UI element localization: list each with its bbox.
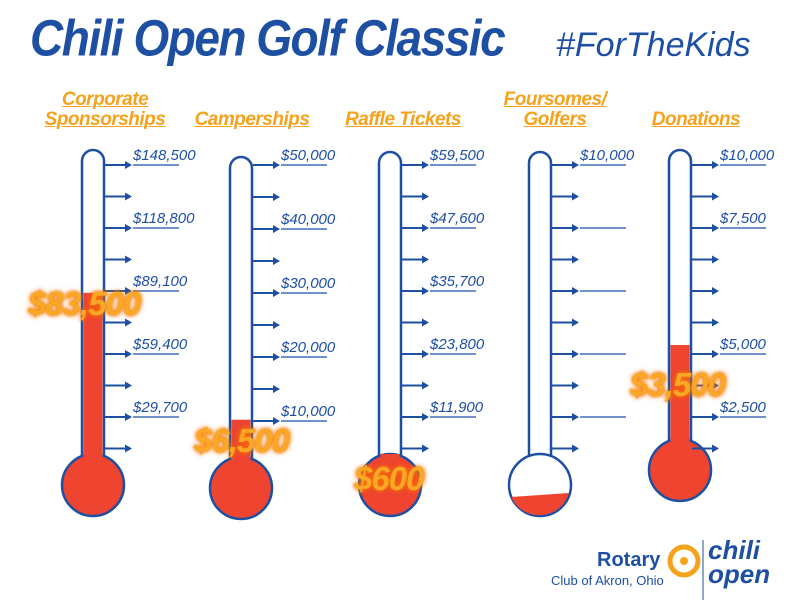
arrowhead-icon <box>712 318 719 327</box>
rotary-club: Club of Akron, Ohio <box>551 573 664 588</box>
arrowhead-icon <box>422 413 429 421</box>
tick-label: $47,600 <box>430 210 485 227</box>
tick-label: $50,000 <box>281 147 336 164</box>
arrowhead-icon <box>712 287 719 295</box>
raised-amount: $600 <box>354 460 424 497</box>
page-title: Chili Open Golf Classic <box>30 9 506 67</box>
arrowhead-icon <box>273 193 280 201</box>
tick-label: $7,500 <box>720 210 766 227</box>
tick-label: $23,800 <box>430 336 485 353</box>
arrowhead-icon <box>125 444 132 453</box>
arrowhead-icon <box>422 381 429 390</box>
arrowhead-icon <box>572 381 579 390</box>
arrowhead-icon <box>712 381 719 390</box>
tick-label: $10,000 <box>720 147 775 164</box>
arrowhead-icon <box>273 161 280 169</box>
arrowhead-icon <box>422 444 429 453</box>
tick-label: $118,800 <box>133 210 195 227</box>
arrowhead-icon <box>712 161 719 169</box>
category-title: Raffle Tickets <box>345 109 461 130</box>
tick-label: $10,000 <box>580 147 635 164</box>
tick-label: $40,000 <box>281 211 336 228</box>
arrowhead-icon <box>572 224 579 232</box>
arrowhead-icon <box>712 255 719 264</box>
tick-label: $10,000 <box>281 403 336 420</box>
arrowhead-icon <box>712 192 719 201</box>
arrowhead-icon <box>422 192 429 201</box>
raised-amount: $6,500 <box>194 422 290 459</box>
arrowhead-icon <box>712 413 719 421</box>
chili-open-logo: chili open <box>708 535 771 589</box>
thermometer-fill <box>670 345 690 470</box>
raised-amount: $83,500 <box>28 285 141 322</box>
category-title: Camperships <box>194 109 310 130</box>
arrowhead-icon <box>125 413 132 421</box>
tick-label: $89,100 <box>133 273 188 290</box>
hashtag: #ForTheKids <box>556 26 751 64</box>
arrowhead-icon <box>422 224 429 232</box>
arrowhead-icon <box>273 225 280 233</box>
tick-label: $11,900 <box>430 399 484 416</box>
raised-amount: $3,500 <box>630 366 726 403</box>
arrowhead-icon <box>712 224 719 232</box>
tick-label: $59,400 <box>133 336 188 353</box>
arrowhead-icon <box>273 321 280 329</box>
tick-label: $5,000 <box>720 336 766 353</box>
rotary-name: Rotary <box>597 549 661 571</box>
tick-label: $59,500 <box>430 147 485 164</box>
tick-label: $2,500 <box>720 399 766 416</box>
arrowhead-icon <box>572 161 579 169</box>
arrowhead-icon <box>125 255 132 264</box>
arrowhead-icon <box>572 192 579 201</box>
arrowhead-icon <box>125 224 132 232</box>
arrowhead-icon <box>125 318 132 327</box>
arrowhead-icon <box>712 444 719 453</box>
tick-label: $148,500 <box>133 147 196 164</box>
tick-label: $29,700 <box>133 399 188 416</box>
arrowhead-icon <box>273 353 280 361</box>
tick-label: $20,000 <box>281 339 336 356</box>
tick-label: $35,700 <box>430 273 485 290</box>
category-title: Donations <box>651 109 741 130</box>
arrowhead-icon <box>712 350 719 358</box>
thermometer-fill <box>231 419 251 488</box>
arrowhead-icon <box>422 255 429 264</box>
arrowhead-icon <box>422 350 429 358</box>
arrowhead-icon <box>422 287 429 295</box>
arrowhead-icon <box>572 350 579 358</box>
arrowhead-icon <box>273 417 280 425</box>
arrowhead-icon <box>572 287 579 295</box>
arrowhead-icon <box>422 161 429 169</box>
arrowhead-icon <box>572 444 579 453</box>
thermometer-fill <box>83 292 103 485</box>
arrowhead-icon <box>273 289 280 297</box>
arrowhead-icon <box>422 318 429 327</box>
arrowhead-icon <box>572 413 579 421</box>
arrowhead-icon <box>125 192 132 201</box>
arrowhead-icon <box>125 161 132 169</box>
arrowhead-icon <box>572 318 579 327</box>
arrowhead-icon <box>572 255 579 264</box>
bulb-fill <box>511 493 569 516</box>
tick-label: $30,000 <box>281 275 336 292</box>
arrowhead-icon <box>125 381 132 390</box>
arrowhead-icon <box>125 350 132 358</box>
category-title: Foursomes/ Golfers <box>503 89 607 130</box>
arrowhead-icon <box>273 257 280 265</box>
category-title: Corporate Sponsorships <box>44 89 166 130</box>
arrowhead-icon <box>125 287 132 295</box>
arrowhead-icon <box>273 385 280 393</box>
thermometer-fill <box>380 454 400 485</box>
